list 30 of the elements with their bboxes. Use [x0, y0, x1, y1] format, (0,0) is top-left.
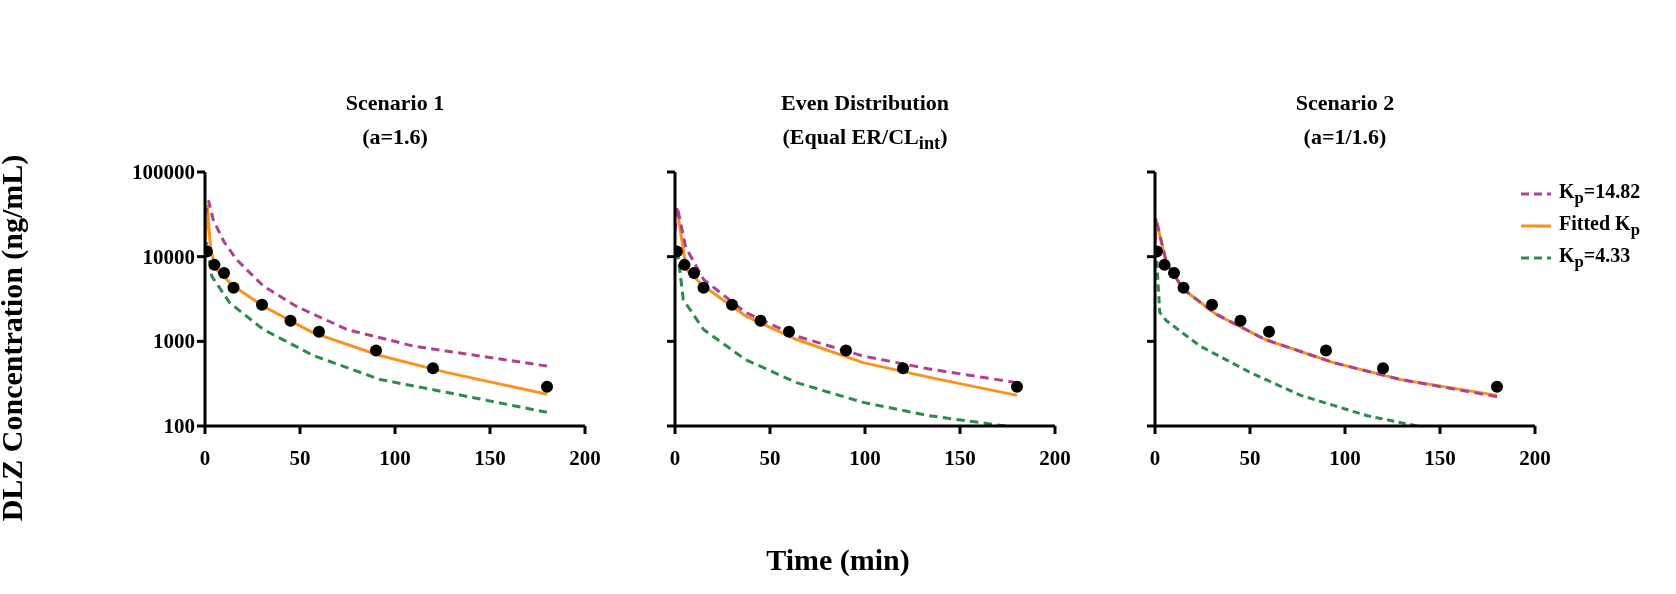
x-tick-label: 50	[1239, 446, 1261, 471]
chart-title: Scenario 2	[1295, 90, 1395, 115]
y-tick-label: 100	[163, 414, 195, 438]
x-tick-label: 50	[289, 446, 311, 471]
legend-label: K$_{p}$=14.82	[1559, 180, 1641, 208]
x-tick-label: 0	[199, 446, 211, 471]
x-tick-label: 150	[474, 446, 506, 471]
chart-subtitle: (Equal ER/CL$_{int}$)	[782, 124, 948, 154]
legend-label: Fitted K$_{p}$	[1559, 212, 1640, 240]
y-axis-title: DLZ Concentration (ng/mL)	[0, 154, 28, 522]
x-tick-label: 200	[1519, 446, 1551, 471]
x-tick-label: 100	[849, 446, 881, 471]
x-tick-label: 100	[379, 446, 411, 471]
x-tick-label: 200	[1039, 446, 1071, 471]
x-axis-title: Time (min)	[766, 543, 910, 576]
legend-label: K$_{p}$=4.33	[1559, 244, 1631, 272]
chart-title: Scenario 1	[345, 90, 445, 115]
x-tick-label: 200	[569, 446, 601, 471]
x-tick-label: 100	[1329, 446, 1361, 471]
x-tick-label: 0	[1149, 446, 1161, 471]
x-tick-label: 150	[944, 446, 976, 471]
chart-title: Even Distribution	[780, 90, 950, 115]
x-tick-label: 50	[759, 446, 781, 471]
x-tick-label: 150	[1424, 446, 1456, 471]
x-tick-label: 0	[669, 446, 681, 471]
chart-subtitle: (a=1.6)	[362, 124, 428, 149]
y-tick-label: 100000	[132, 160, 195, 184]
chart-subtitle: (a=1/1.6)	[1303, 124, 1387, 149]
y-tick-label: 10000	[142, 244, 195, 269]
y-tick-label: 1000	[153, 329, 195, 354]
